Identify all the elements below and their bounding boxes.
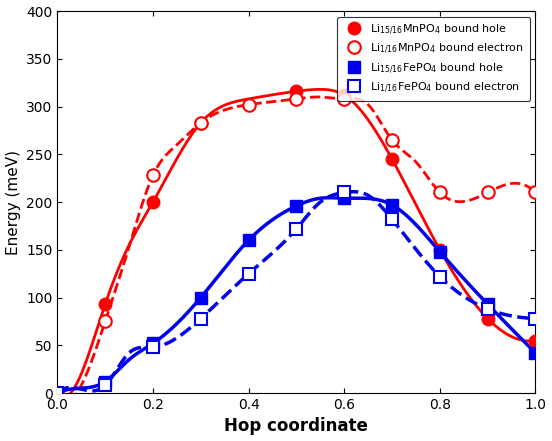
Li$_{1/16}$FePO$_4$ bound electron	[437, 274, 443, 279]
Li$_{15/16}$FePO$_4$ bound hole	[54, 390, 61, 396]
Li$_{15/16}$FePO$_4$ bound hole	[532, 350, 539, 355]
Li$_{15/16}$FePO$_4$ bound hole	[484, 302, 491, 307]
Li$_{1/16}$MnPO$_4$ bound electron	[437, 190, 443, 195]
Li$_{1/16}$MnPO$_4$ bound electron	[198, 120, 204, 125]
Line: Li$_{1/16}$MnPO$_4$ bound electron: Li$_{1/16}$MnPO$_4$ bound electron	[51, 93, 542, 399]
Li$_{15/16}$MnPO$_4$ bound hole	[389, 157, 395, 162]
Li$_{1/16}$FePO$_4$ bound electron	[389, 217, 395, 222]
Li$_{15/16}$MnPO$_4$ bound hole	[54, 390, 61, 396]
Legend: Li$_{15/16}$MnPO$_4$ bound hole, Li$_{1/16}$MnPO$_4$ bound electron, Li$_{15/16}: Li$_{15/16}$MnPO$_4$ bound hole, Li$_{1/…	[337, 17, 530, 101]
Li$_{15/16}$MnPO$_4$ bound hole	[437, 247, 443, 252]
Line: Li$_{1/16}$FePO$_4$ bound electron: Li$_{1/16}$FePO$_4$ bound electron	[52, 187, 541, 399]
Li$_{1/16}$MnPO$_4$ bound electron	[54, 390, 61, 396]
Li$_{15/16}$FePO$_4$ bound hole	[102, 379, 109, 384]
Li$_{15/16}$MnPO$_4$ bound hole	[293, 89, 300, 94]
Line: Li$_{15/16}$FePO$_4$ bound hole: Li$_{15/16}$FePO$_4$ bound hole	[52, 193, 541, 399]
Li$_{1/16}$MnPO$_4$ bound electron	[150, 173, 156, 178]
Li$_{1/16}$FePO$_4$ bound electron	[102, 383, 109, 388]
Li$_{1/16}$MnPO$_4$ bound electron	[389, 137, 395, 142]
Li$_{1/16}$FePO$_4$ bound electron	[532, 316, 539, 321]
Li$_{1/16}$MnPO$_4$ bound electron	[293, 96, 300, 101]
Li$_{1/16}$FePO$_4$ bound electron	[150, 344, 156, 350]
Li$_{1/16}$FePO$_4$ bound electron	[54, 390, 61, 396]
Li$_{1/16}$MnPO$_4$ bound electron	[245, 102, 252, 107]
Li$_{15/16}$MnPO$_4$ bound hole	[198, 120, 204, 125]
Li$_{1/16}$MnPO$_4$ bound electron	[532, 190, 539, 195]
Li$_{15/16}$FePO$_4$ bound hole	[245, 238, 252, 243]
Li$_{15/16}$FePO$_4$ bound hole	[389, 202, 395, 208]
Li$_{1/16}$MnPO$_4$ bound electron	[484, 190, 491, 195]
Li$_{1/16}$FePO$_4$ bound electron	[293, 226, 300, 232]
Li$_{15/16}$FePO$_4$ bound hole	[437, 249, 443, 254]
Li$_{15/16}$FePO$_4$ bound hole	[150, 341, 156, 346]
Li$_{1/16}$FePO$_4$ bound electron	[341, 190, 348, 195]
Li$_{1/16}$MnPO$_4$ bound electron	[341, 96, 348, 101]
Li$_{15/16}$MnPO$_4$ bound hole	[150, 199, 156, 205]
Li$_{15/16}$FePO$_4$ bound hole	[341, 195, 348, 201]
Li$_{15/16}$MnPO$_4$ bound hole	[102, 302, 109, 307]
X-axis label: Hop coordinate: Hop coordinate	[225, 418, 368, 435]
Li$_{1/16}$FePO$_4$ bound electron	[198, 316, 204, 321]
Li$_{15/16}$FePO$_4$ bound hole	[293, 203, 300, 209]
Li$_{1/16}$FePO$_4$ bound electron	[245, 271, 252, 277]
Li$_{1/16}$MnPO$_4$ bound electron	[102, 319, 109, 324]
Li$_{15/16}$FePO$_4$ bound hole	[198, 295, 204, 300]
Li$_{15/16}$MnPO$_4$ bound hole	[341, 93, 348, 98]
Line: Li$_{15/16}$MnPO$_4$ bound hole: Li$_{15/16}$MnPO$_4$ bound hole	[51, 85, 542, 399]
Li$_{1/16}$FePO$_4$ bound electron	[484, 306, 491, 312]
Y-axis label: Energy (meV): Energy (meV)	[6, 149, 20, 254]
Li$_{15/16}$MnPO$_4$ bound hole	[484, 316, 491, 321]
Li$_{15/16}$MnPO$_4$ bound hole	[532, 338, 539, 343]
